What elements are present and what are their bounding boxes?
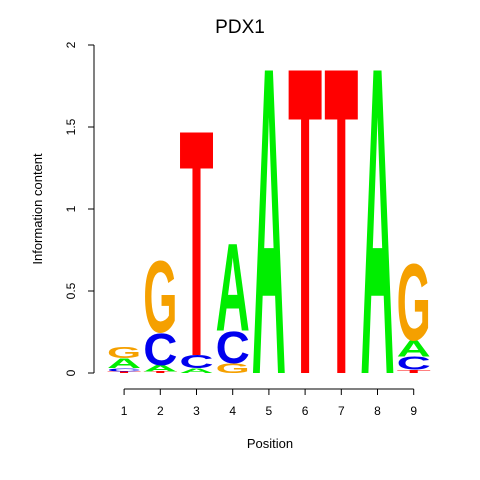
logo-column-3: ACT bbox=[179, 64, 213, 425]
logo-letter-c: C bbox=[107, 367, 141, 372]
y-tick-label: 1.5 bbox=[64, 118, 78, 135]
x-tick-label: 4 bbox=[229, 404, 236, 418]
logo-letter-c: C bbox=[216, 322, 250, 373]
x-tick-label: 3 bbox=[193, 404, 200, 418]
logo-letter-t: T bbox=[143, 371, 177, 374]
logo-column-6: T bbox=[288, 0, 322, 467]
x-axis-label: Position bbox=[247, 436, 293, 451]
logo-letter-a: A bbox=[252, 0, 286, 467]
logo-letter-a: A bbox=[107, 356, 141, 371]
logo-letter-t: T bbox=[324, 0, 358, 467]
logo-column-5: A bbox=[252, 0, 286, 467]
logo-letter-g: G bbox=[397, 242, 431, 364]
y-axis: 0 0.5 1 1.5 2 bbox=[64, 41, 95, 376]
logo-letter-t: T bbox=[107, 371, 141, 374]
x-tick-label: 2 bbox=[157, 404, 164, 418]
logo-column-4: GCA bbox=[216, 218, 250, 376]
logo-letter-c: C bbox=[179, 352, 213, 372]
x-axis: 1 2 3 4 5 6 7 8 9 bbox=[121, 388, 417, 418]
logo-letter-a: A bbox=[360, 0, 394, 467]
y-tick-label: 0.5 bbox=[64, 282, 78, 299]
logo-column-7: T bbox=[324, 0, 358, 467]
x-tick-label: 7 bbox=[338, 404, 345, 418]
logo-letter-c: C bbox=[397, 353, 431, 373]
logo-letter-a: A bbox=[397, 336, 431, 362]
y-tick-label: 2 bbox=[64, 41, 78, 48]
logo-letter-t: T bbox=[288, 0, 322, 467]
logo-column-8: A bbox=[360, 0, 394, 467]
chart-title: PDX1 bbox=[215, 17, 265, 38]
logo-letter-g: G bbox=[107, 344, 141, 362]
x-tick-label: 5 bbox=[266, 404, 273, 418]
logo-letter-g: G bbox=[143, 240, 177, 354]
x-tick-label: 6 bbox=[302, 404, 309, 418]
y-axis-label: Information content bbox=[30, 153, 45, 265]
logo-letter-a: A bbox=[143, 363, 177, 373]
logo-letter-g: G bbox=[216, 361, 250, 376]
x-tick-label: 9 bbox=[410, 404, 417, 418]
logo-letter-c: C bbox=[143, 324, 177, 375]
y-tick-label: 0 bbox=[64, 369, 78, 376]
y-tick-label: 1 bbox=[64, 205, 78, 212]
logo-letter-a: A bbox=[179, 367, 213, 375]
logo-letter-t: T bbox=[179, 64, 213, 425]
x-tick-label: 1 bbox=[121, 404, 128, 418]
logo-letter-t: T bbox=[397, 369, 431, 374]
x-tick-label: 8 bbox=[374, 404, 381, 418]
logo-letter-a: A bbox=[216, 218, 250, 358]
